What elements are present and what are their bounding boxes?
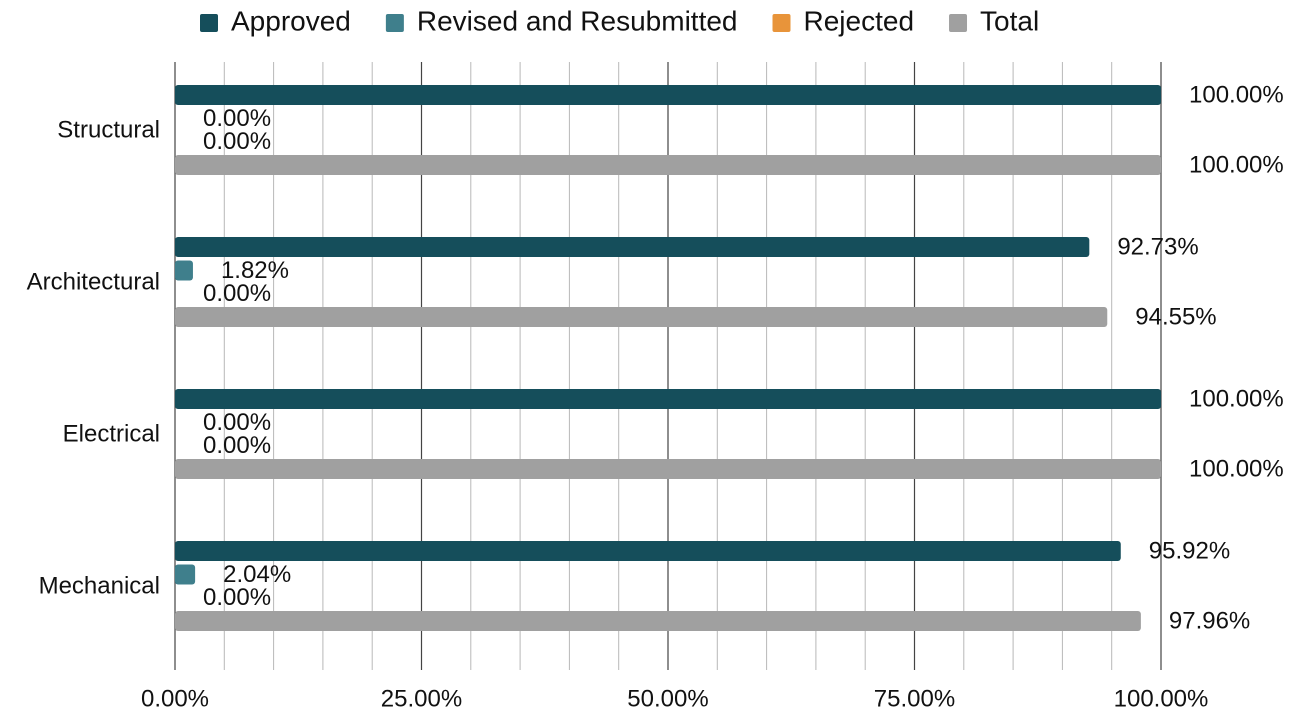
bar [175,459,1161,479]
data-label: 92.73% [1117,233,1198,260]
legend-marker [949,14,968,32]
x-tick-label: 0.00% [141,685,209,712]
data-label: 100.00% [1189,81,1284,108]
bar [175,85,1161,105]
bar [175,307,1108,327]
x-tick-label: 100.00% [1114,685,1209,712]
legend-marker [772,14,791,32]
legend-marker [200,14,218,32]
legend-label: Rejected [804,5,915,36]
data-label: 0.00% [203,409,271,436]
bar [175,389,1161,409]
data-label: 95.92% [1149,537,1230,564]
legend-label: Approved [231,5,351,36]
x-tick-label: 50.00% [627,685,708,712]
bar [175,155,1161,175]
bar [175,611,1141,631]
data-label: 0.00% [203,128,271,155]
data-label: 97.96% [1169,607,1250,634]
x-tick-label: 75.00% [874,685,955,712]
data-label: 1.82% [221,257,289,284]
category-label: Mechanical [39,572,160,599]
data-label: 0.00% [203,584,271,611]
data-label: 0.00% [203,105,271,132]
bar [175,237,1090,257]
legend-label: Total [980,5,1039,36]
category-label: Electrical [63,420,160,447]
category-label: Architectural [27,268,160,295]
data-label: 100.00% [1189,385,1284,412]
data-label: 0.00% [203,280,271,307]
data-label: 100.00% [1189,455,1284,482]
x-tick-label: 25.00% [381,685,462,712]
category-label: Structural [57,116,160,143]
data-label: 0.00% [203,432,271,459]
bar [175,260,193,281]
data-label: 2.04% [223,561,291,588]
data-label: 94.55% [1135,303,1216,330]
legend-marker [385,14,404,32]
data-label: 100.00% [1189,151,1284,178]
bar [175,541,1121,561]
legend-label: Revised and Resubmitted [417,5,738,36]
bar [175,564,196,585]
